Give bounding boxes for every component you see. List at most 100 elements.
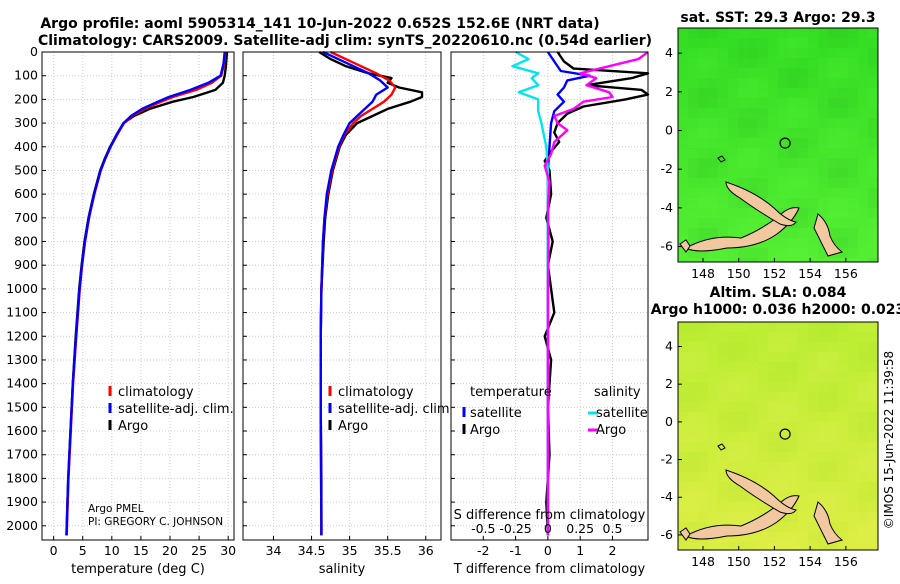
map-cell [678, 512, 688, 522]
map-cell [728, 138, 738, 148]
map-cell [708, 58, 718, 68]
map-cell [868, 502, 878, 512]
map-cell [778, 482, 788, 492]
map-cell [788, 228, 798, 238]
map-cell [738, 502, 748, 512]
map-frame [677, 27, 879, 263]
map-cell [738, 208, 748, 218]
map-cell [858, 88, 868, 98]
map-cell [828, 402, 838, 412]
map-cell [808, 342, 818, 352]
map-cell [808, 48, 818, 58]
map-cell [698, 432, 708, 442]
map-cell [848, 158, 858, 168]
map-cell [718, 332, 728, 342]
map-cell [708, 452, 718, 462]
map-cell [688, 98, 698, 108]
map-cell [738, 382, 748, 392]
map-cell [868, 442, 878, 452]
map-cell [768, 392, 778, 402]
map-cell [848, 332, 858, 342]
map-cell [848, 78, 858, 88]
argo-float-marker [779, 428, 791, 440]
map-cell [778, 342, 788, 352]
map-cell [708, 382, 718, 392]
map-cell [718, 258, 728, 262]
map-cell [718, 342, 728, 352]
map-cell [748, 28, 758, 38]
map-cell [818, 422, 828, 432]
map-cell [678, 402, 688, 412]
map-cell [808, 258, 818, 262]
x-tick-label: 20 [162, 543, 178, 558]
map-cell [808, 532, 818, 542]
difference-panel: -2 -1 0 1 2 T difference from climatology temp… [450, 50, 650, 577]
x-tick-label: -2 [477, 543, 489, 558]
map-cell [808, 138, 818, 148]
map-cell [848, 492, 858, 502]
map-cell [698, 58, 708, 68]
map-cell [738, 198, 748, 208]
map-cell [748, 472, 758, 482]
map-cell [818, 118, 828, 128]
y-tick-label: 2000 [6, 518, 38, 533]
map-cell [688, 228, 698, 238]
x-tick-label: 0 [544, 543, 552, 558]
legend-label: satellite [470, 406, 522, 421]
map-cell [748, 48, 758, 58]
map-cell [788, 88, 798, 98]
map-cell [728, 382, 738, 392]
map-cell [828, 462, 838, 472]
map-cell [718, 542, 728, 550]
map-y-tick-label: 4 [665, 338, 673, 353]
map-cell [838, 442, 848, 452]
map-cell [678, 492, 688, 502]
map-cell [748, 392, 758, 402]
legend-label: satellite [596, 406, 648, 421]
map-x-tick-label: 156 [834, 266, 858, 281]
map-cell [708, 208, 718, 218]
map-cell [688, 332, 698, 342]
map-cell [798, 258, 808, 262]
map-cell [678, 522, 688, 532]
map-cell [748, 422, 758, 432]
map-cell [798, 128, 808, 138]
map-cell [698, 392, 708, 402]
map-cell [848, 392, 858, 402]
map-cell [708, 482, 718, 492]
legend-label: satellite-adj. clim. [118, 402, 234, 417]
map-cell [828, 108, 838, 118]
map-cell [708, 138, 718, 148]
map-cell [868, 492, 878, 502]
map-cell [808, 198, 818, 208]
map-cell [868, 98, 878, 108]
map-cell [828, 88, 838, 98]
map-cell [688, 168, 698, 178]
map-cell [778, 322, 788, 332]
map-cell [808, 238, 818, 248]
map-cell [728, 148, 738, 158]
map-cell [848, 118, 858, 128]
map-cell [828, 452, 838, 462]
map-cell [868, 218, 878, 228]
map-cell [808, 492, 818, 502]
map-cell [858, 332, 868, 342]
map-cell [788, 138, 798, 148]
map-cell [838, 342, 848, 352]
map-cell [848, 342, 858, 352]
map-cell [758, 58, 768, 68]
map-cell [738, 158, 748, 168]
map-x-tick-label: 148 [691, 554, 715, 569]
map-cell [858, 238, 868, 248]
map-cell [738, 58, 748, 68]
map-cell [688, 382, 698, 392]
map-cell [698, 138, 708, 148]
map-cell [828, 412, 838, 422]
map-cell [808, 522, 818, 532]
legend-temperature-heading: temperature [470, 385, 552, 400]
map-cell [748, 362, 758, 372]
map-cell [848, 88, 858, 98]
sla-map: 148 150 152 154 156 4 2 0 -2 -4 -6 [661, 321, 879, 569]
map-cell [728, 78, 738, 88]
y-tick-label: 500 [14, 162, 38, 177]
